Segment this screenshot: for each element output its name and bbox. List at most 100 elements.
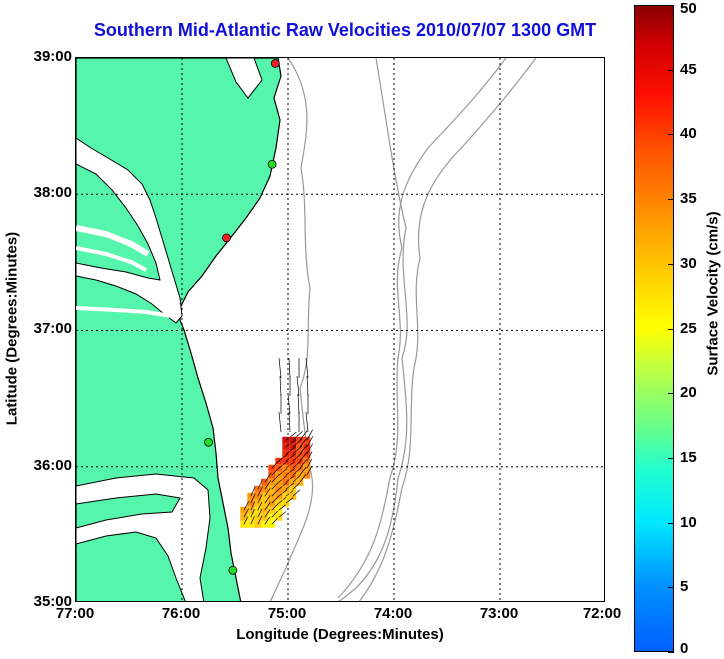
lat-tick-label: 36:00 bbox=[33, 457, 72, 474]
velocity-vector bbox=[287, 393, 291, 415]
velocity-vector bbox=[292, 445, 303, 455]
lon-tick-label: 74:00 bbox=[373, 605, 413, 622]
colorbar-tick-mark bbox=[668, 587, 674, 589]
colorbar-tick-label: 30 bbox=[680, 254, 697, 272]
velocity-cell bbox=[289, 436, 297, 444]
velocity-cell bbox=[289, 443, 297, 451]
velocity-vector bbox=[250, 501, 256, 511]
map-panel[interactable] bbox=[75, 57, 605, 602]
velocity-vector bbox=[285, 446, 297, 455]
velocity-cell bbox=[261, 492, 269, 500]
velocity-cell bbox=[282, 443, 290, 451]
velocity-cell bbox=[275, 499, 283, 507]
velocity-vector bbox=[257, 508, 263, 518]
velocity-cell bbox=[268, 478, 276, 486]
velocity-cell bbox=[303, 471, 311, 479]
velocity-cell bbox=[289, 478, 297, 486]
lat-tick-label: 38:00 bbox=[33, 184, 72, 201]
velocity-vector bbox=[271, 466, 281, 476]
velocity-vector bbox=[264, 488, 271, 497]
colorbar-tick-label: 15 bbox=[680, 448, 697, 466]
velocity-cell bbox=[268, 492, 276, 500]
colorbar-tick-mark bbox=[668, 522, 674, 524]
map-canvas[interactable] bbox=[76, 58, 605, 602]
velocity-cell bbox=[247, 520, 255, 528]
velocity-vector bbox=[257, 515, 263, 525]
velocity-cell bbox=[268, 506, 276, 514]
velocity-vector bbox=[292, 482, 301, 490]
velocity-cell bbox=[268, 464, 276, 472]
velocity-cell bbox=[282, 478, 290, 486]
bathymetry-contour bbox=[269, 58, 314, 601]
velocity-vector bbox=[292, 452, 303, 462]
velocity-cell bbox=[303, 457, 311, 465]
velocity-vector bbox=[285, 497, 294, 504]
colorbar-tick-label: 0 bbox=[680, 640, 689, 657]
velocity-vector bbox=[306, 375, 309, 397]
velocity-vector bbox=[299, 430, 308, 441]
colorbar-tick-mark bbox=[668, 134, 674, 136]
velocity-vector bbox=[243, 501, 250, 511]
velocity-cell bbox=[303, 464, 311, 472]
velocity-vector bbox=[264, 480, 272, 490]
velocity-vector bbox=[292, 460, 302, 469]
colorbar-tick-label: 45 bbox=[680, 60, 697, 78]
velocity-vector bbox=[264, 509, 271, 518]
velocity-vector bbox=[278, 411, 282, 433]
velocity-vector bbox=[271, 488, 280, 497]
chesapeake-bay bbox=[76, 137, 183, 324]
velocity-cell bbox=[282, 450, 290, 458]
colorbar-tick-mark bbox=[668, 457, 674, 459]
velocity-vector bbox=[305, 411, 309, 433]
velocity-vector bbox=[278, 453, 289, 462]
tributary-river bbox=[76, 306, 172, 318]
velocity-cell bbox=[296, 471, 304, 479]
colorbar-tick-label: 35 bbox=[680, 190, 697, 208]
colorbar-tick-label: 10 bbox=[680, 513, 697, 531]
velocity-cell bbox=[268, 520, 276, 528]
velocity-vector bbox=[292, 430, 303, 441]
colorbar-label: Surface Velocity (cm/s) bbox=[704, 211, 722, 376]
velocity-vector bbox=[306, 465, 313, 476]
velocity-vector bbox=[278, 460, 289, 469]
velocity-cell bbox=[275, 513, 283, 521]
velocity-cell bbox=[303, 443, 311, 451]
velocity-vector bbox=[271, 495, 280, 504]
velocity-vector bbox=[271, 510, 278, 518]
lon-tick-label: 72:00 bbox=[582, 605, 622, 622]
velocity-vector bbox=[299, 437, 308, 448]
colorbar-tick-label: 20 bbox=[680, 384, 697, 402]
velocity-vector bbox=[271, 474, 280, 483]
velocity-vector bbox=[250, 516, 255, 525]
colorbar-tick-mark bbox=[668, 652, 674, 653]
velocity-cell bbox=[296, 436, 304, 444]
velocity-cell bbox=[282, 436, 290, 444]
velocity-vector bbox=[288, 357, 291, 379]
velocity-vector bbox=[306, 443, 313, 455]
velocity-cell bbox=[289, 457, 297, 465]
colorbar-tick-mark bbox=[668, 328, 674, 330]
colorbar-tick-label: 25 bbox=[680, 319, 697, 337]
velocity-cell bbox=[282, 485, 290, 493]
velocity-vector bbox=[306, 429, 313, 441]
velocity-vector bbox=[299, 451, 308, 462]
velocity-cell bbox=[254, 499, 262, 507]
velocity-vector bbox=[250, 493, 256, 504]
velocity-cell bbox=[261, 485, 269, 493]
lat-tick-label: 39:00 bbox=[33, 48, 72, 65]
velocity-cell bbox=[282, 471, 290, 479]
velocity-cell bbox=[240, 520, 248, 528]
velocity-vector bbox=[292, 489, 301, 497]
velocity-cell bbox=[240, 506, 248, 514]
velocity-cell bbox=[268, 471, 276, 479]
velocity-vector bbox=[285, 431, 297, 441]
velocity-vector bbox=[257, 486, 263, 497]
velocity-vector bbox=[278, 504, 286, 511]
tributary-river bbox=[76, 225, 150, 257]
velocity-vector bbox=[257, 494, 263, 504]
velocity-cell bbox=[289, 471, 297, 479]
delaware-bay bbox=[225, 58, 263, 99]
velocity-vector bbox=[292, 438, 303, 448]
velocity-cell bbox=[282, 499, 290, 507]
velocity-cell bbox=[261, 520, 269, 528]
